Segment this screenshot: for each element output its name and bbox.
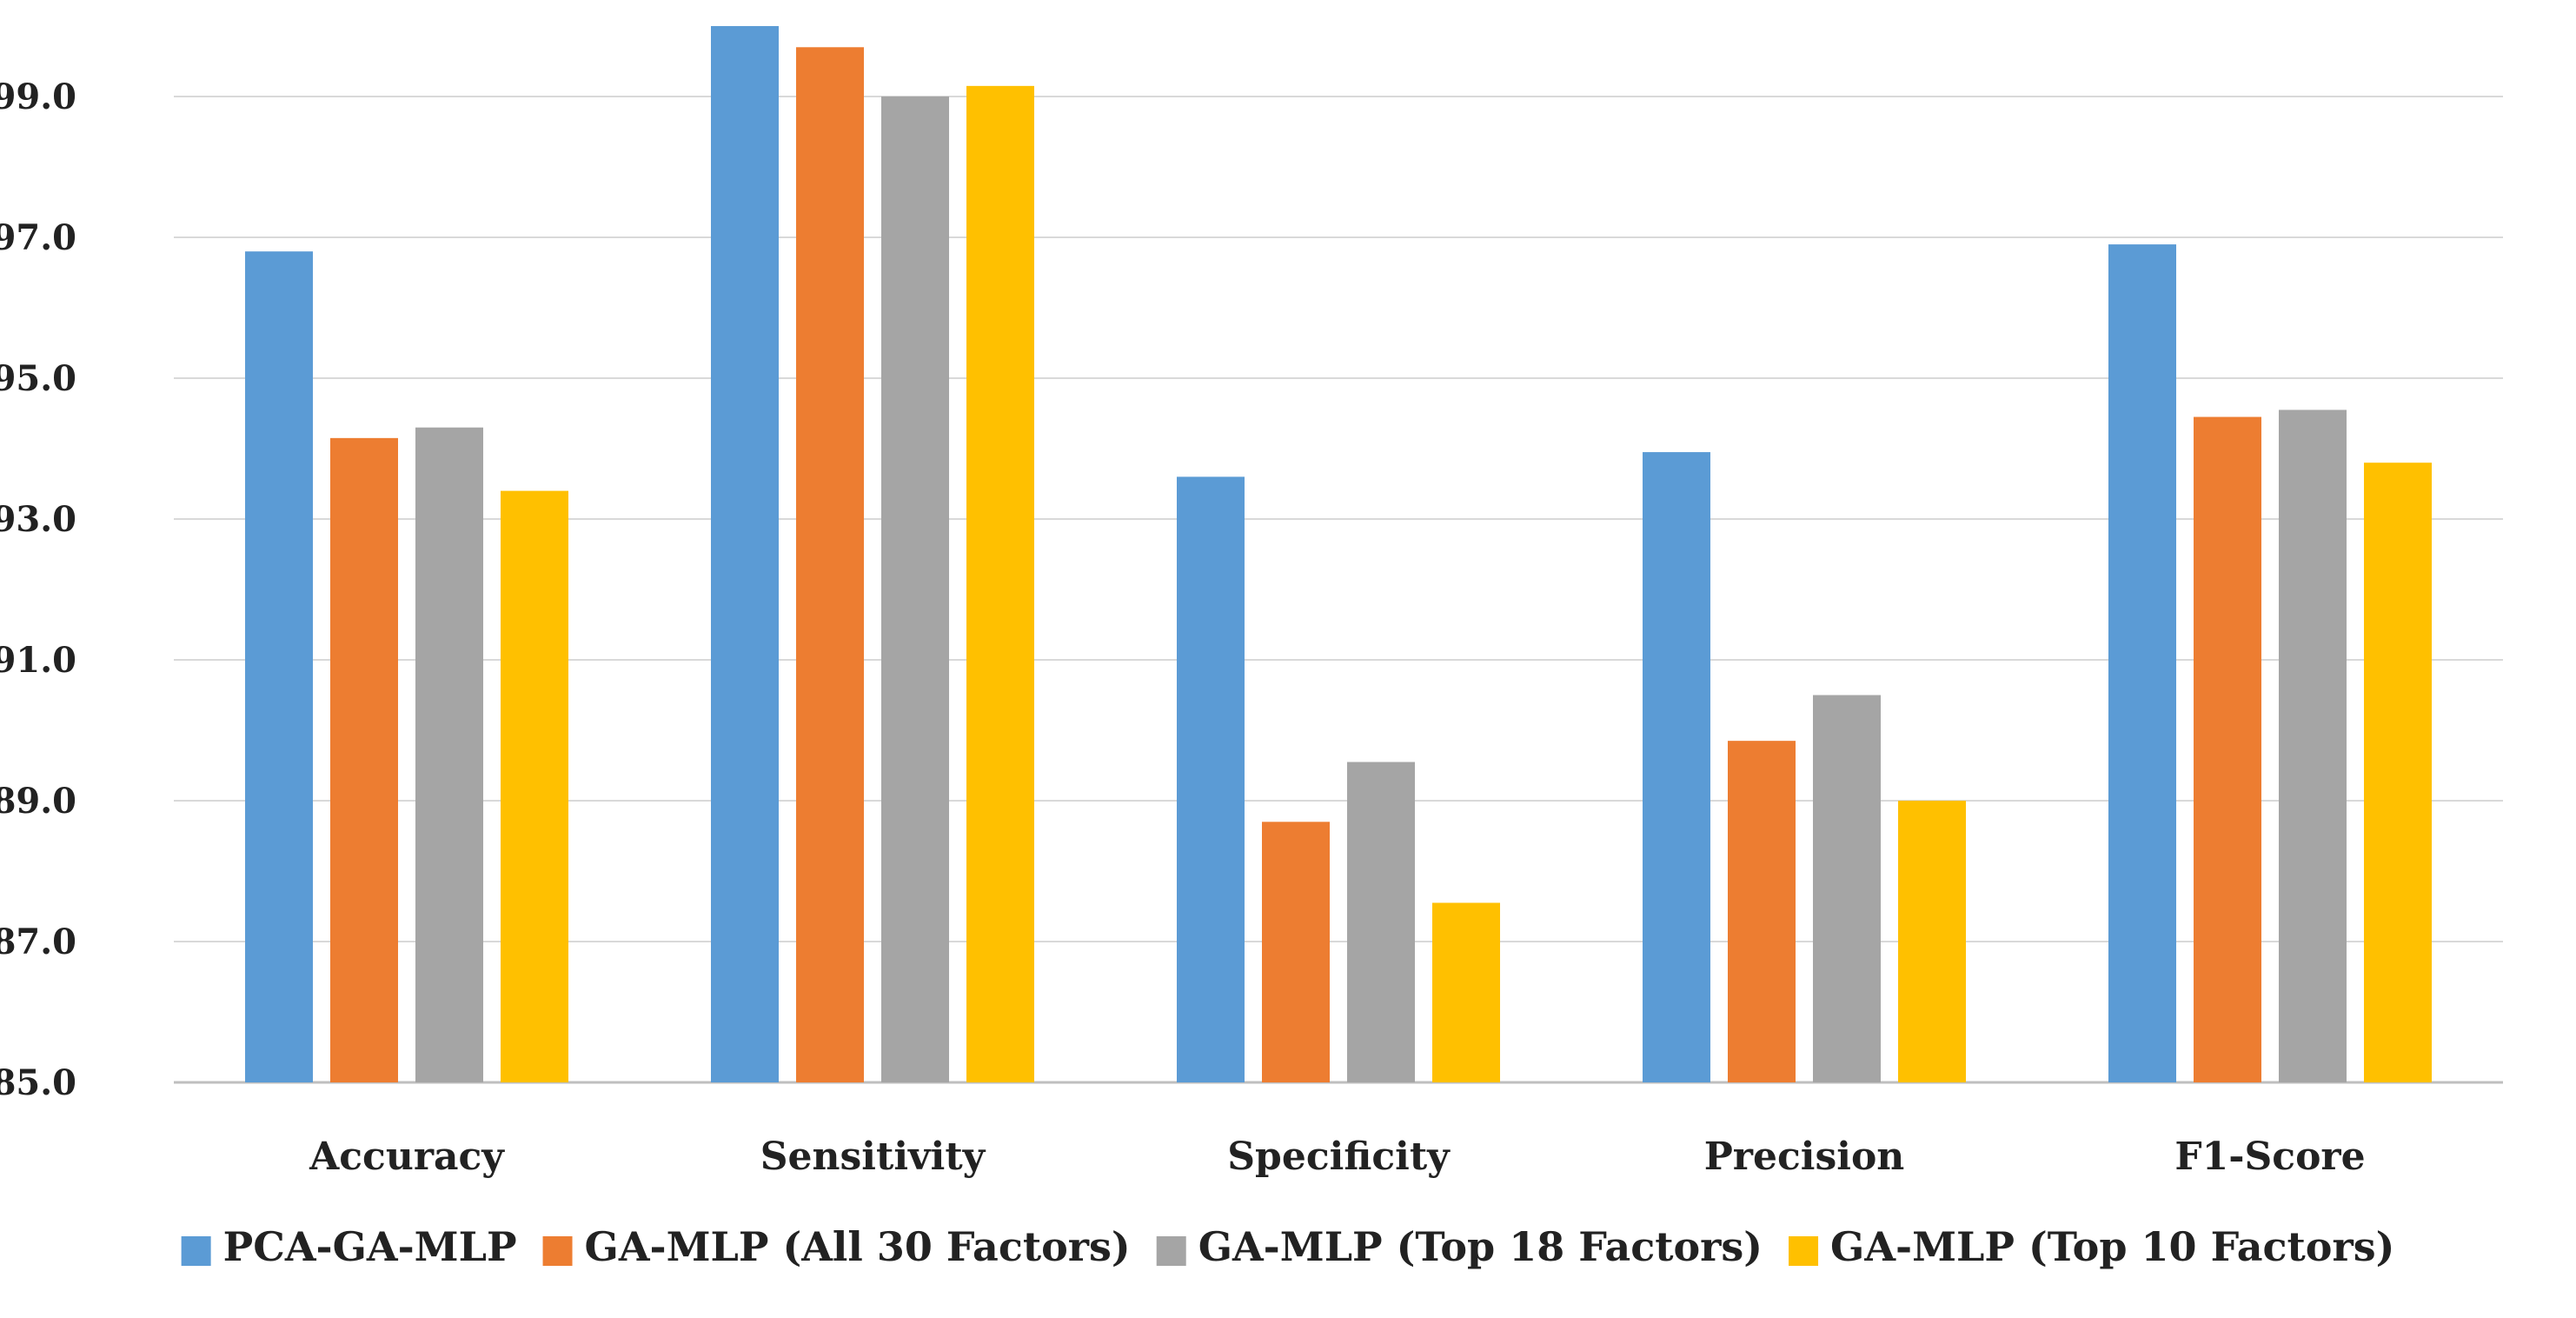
bar-precision-ga-mlp-all-30-factors (1728, 741, 1796, 1082)
y-tick-label: 99.0 (0, 77, 76, 117)
legend-label-ga-mlp-top-18-factors: GA-MLP (Top 18 Factors) (1198, 1223, 1763, 1270)
y-axis: 85.0 87.0 89.0 91.0 93.0 95.0 97.0 99.0 (0, 77, 76, 1103)
y-tick-label: 85.0 (0, 1062, 76, 1103)
category-label-precision: Precision (1704, 1135, 1905, 1179)
bar-precision-pca-ga-mlp (1643, 452, 1710, 1082)
legend: PCA-GA-MLP GA-MLP (All 30 Factors) GA-MLP … (181, 1223, 2394, 1270)
bar-sensitivity-ga-mlp-top-18-factors (881, 97, 949, 1082)
bar-specificity-ga-mlp-top-18-factors (1347, 762, 1415, 1082)
bar-sensitivity-ga-mlp-top-10-factors (966, 85, 1034, 1083)
bar-accuracy-ga-mlp-top-18-factors (415, 427, 483, 1082)
legend-swatch-ga-mlp-all-30-factors (542, 1236, 573, 1266)
bars (245, 26, 2432, 1083)
bar-f1-score-pca-ga-mlp (2108, 244, 2176, 1083)
bar-specificity-ga-mlp-top-10-factors (1432, 902, 1500, 1082)
category-label-f1-score: F1-Score (2174, 1135, 2365, 1179)
bar-specificity-ga-mlp-all-30-factors (1262, 822, 1330, 1082)
legend-label-ga-mlp-top-10-factors: GA-MLP (Top 10 Factors) (1830, 1223, 2394, 1270)
y-tick-label: 89.0 (0, 781, 76, 822)
y-tick-label: 91.0 (0, 640, 76, 681)
category-label-sensitivity: Sensitivity (760, 1135, 986, 1179)
y-tick-label: 97.0 (0, 217, 76, 258)
bar-specificity-pca-ga-mlp (1177, 476, 1245, 1082)
bar-f1-score-ga-mlp-top-10-factors (2364, 463, 2432, 1082)
legend-label-pca-ga-mlp: PCA-GA-MLP (223, 1223, 517, 1270)
legend-swatch-pca-ga-mlp (181, 1236, 211, 1266)
bar-precision-ga-mlp-top-10-factors (1898, 801, 1966, 1082)
legend-label-ga-mlp-all-30-factors: GA-MLP (All 30 Factors) (585, 1223, 1131, 1270)
legend-swatch-ga-mlp-top-18-factors (1156, 1236, 1186, 1266)
bar-f1-score-ga-mlp-all-30-factors (2194, 416, 2261, 1082)
legend-swatch-ga-mlp-top-10-factors (1789, 1236, 1819, 1266)
bar-accuracy-ga-mlp-all-30-factors (330, 437, 398, 1083)
category-label-specificity: Specificity (1227, 1135, 1451, 1179)
bar-f1-score-ga-mlp-top-18-factors (2279, 409, 2347, 1082)
bar-precision-ga-mlp-top-18-factors (1813, 695, 1881, 1082)
bar-accuracy-pca-ga-mlp (245, 251, 313, 1082)
bar-sensitivity-ga-mlp-all-30-factors (796, 47, 864, 1082)
y-tick-label: 93.0 (0, 499, 76, 540)
category-label-accuracy: Accuracy (309, 1135, 505, 1179)
bar-accuracy-ga-mlp-top-10-factors (501, 490, 568, 1082)
x-axis-labels: Accuracy Sensitivity Specificity Precision F… (309, 1135, 2365, 1179)
y-tick-label: 95.0 (0, 358, 76, 399)
y-tick-label: 87.0 (0, 922, 76, 962)
bar-sensitivity-pca-ga-mlp (711, 26, 779, 1082)
